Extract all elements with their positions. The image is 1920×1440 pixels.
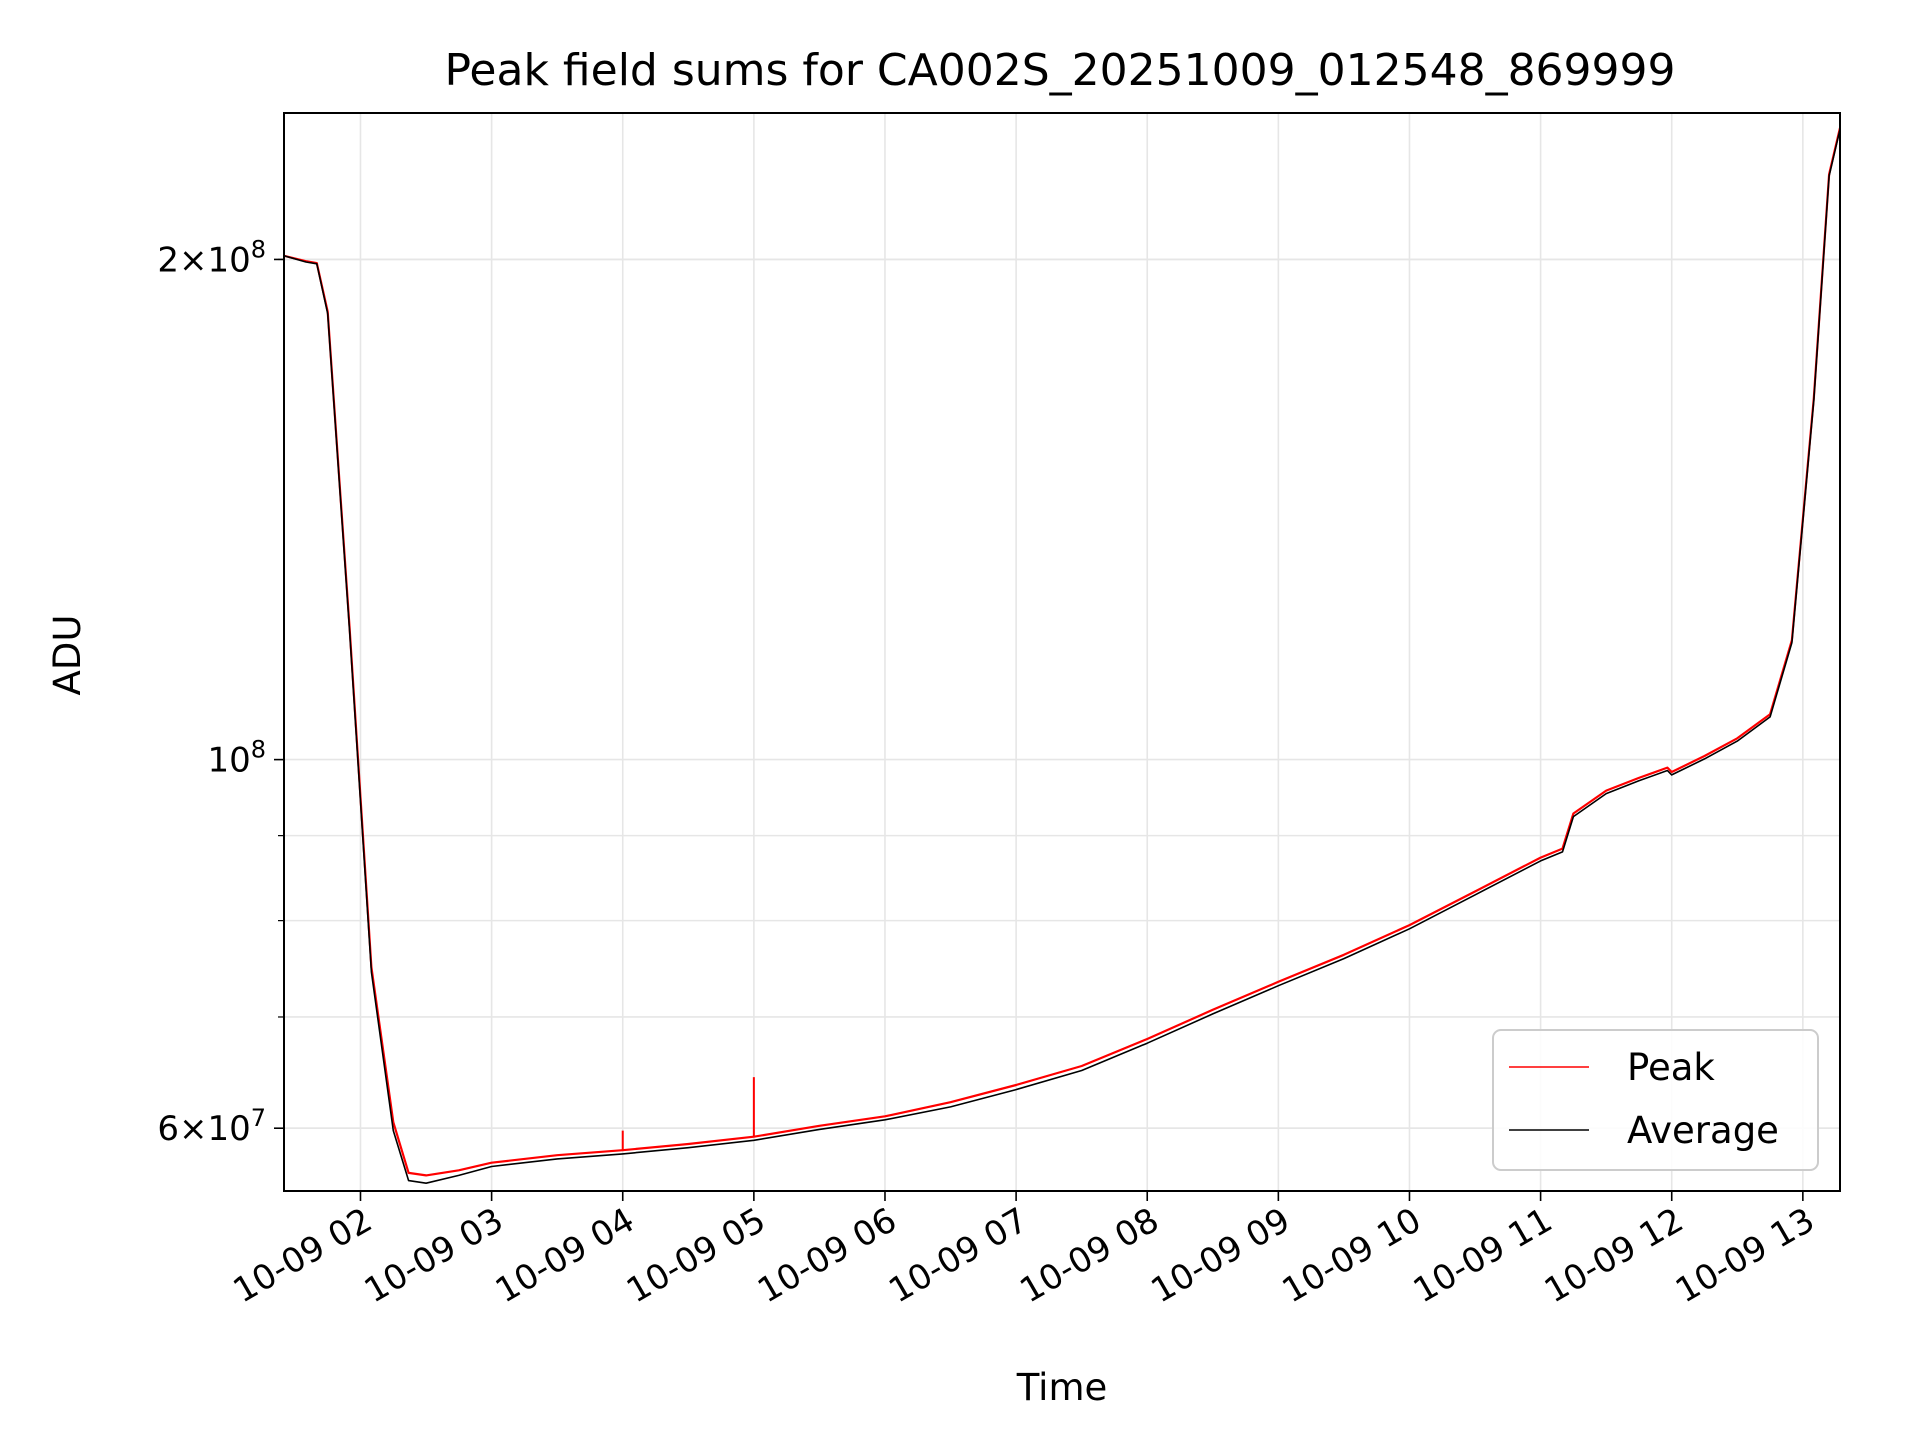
series-layer	[284, 127, 1840, 1184]
x-axis-label: Time	[1016, 1366, 1108, 1409]
series-line-peak	[284, 127, 1840, 1177]
legend-label-peak: Peak	[1627, 1046, 1715, 1089]
y-axis-ticks: 2×108 108 6×107	[157, 235, 284, 1149]
legend: Peak Average	[1492, 1029, 1819, 1171]
legend-label-average: Average	[1627, 1109, 1779, 1152]
series-line-average	[284, 129, 1840, 1184]
grid	[284, 113, 1840, 1191]
y-axis-label: ADU	[46, 615, 89, 696]
plot-frame	[283, 112, 1841, 1192]
y-tick-label: 108	[207, 736, 266, 781]
legend-box	[1492, 1029, 1819, 1171]
y-tick-label: 2×108	[157, 235, 266, 280]
plot-area	[284, 127, 1840, 1184]
chart-title: Peak field sums for CA002S_20251009_0125…	[444, 45, 1675, 96]
y-tick-label: 6×107	[157, 1104, 266, 1149]
